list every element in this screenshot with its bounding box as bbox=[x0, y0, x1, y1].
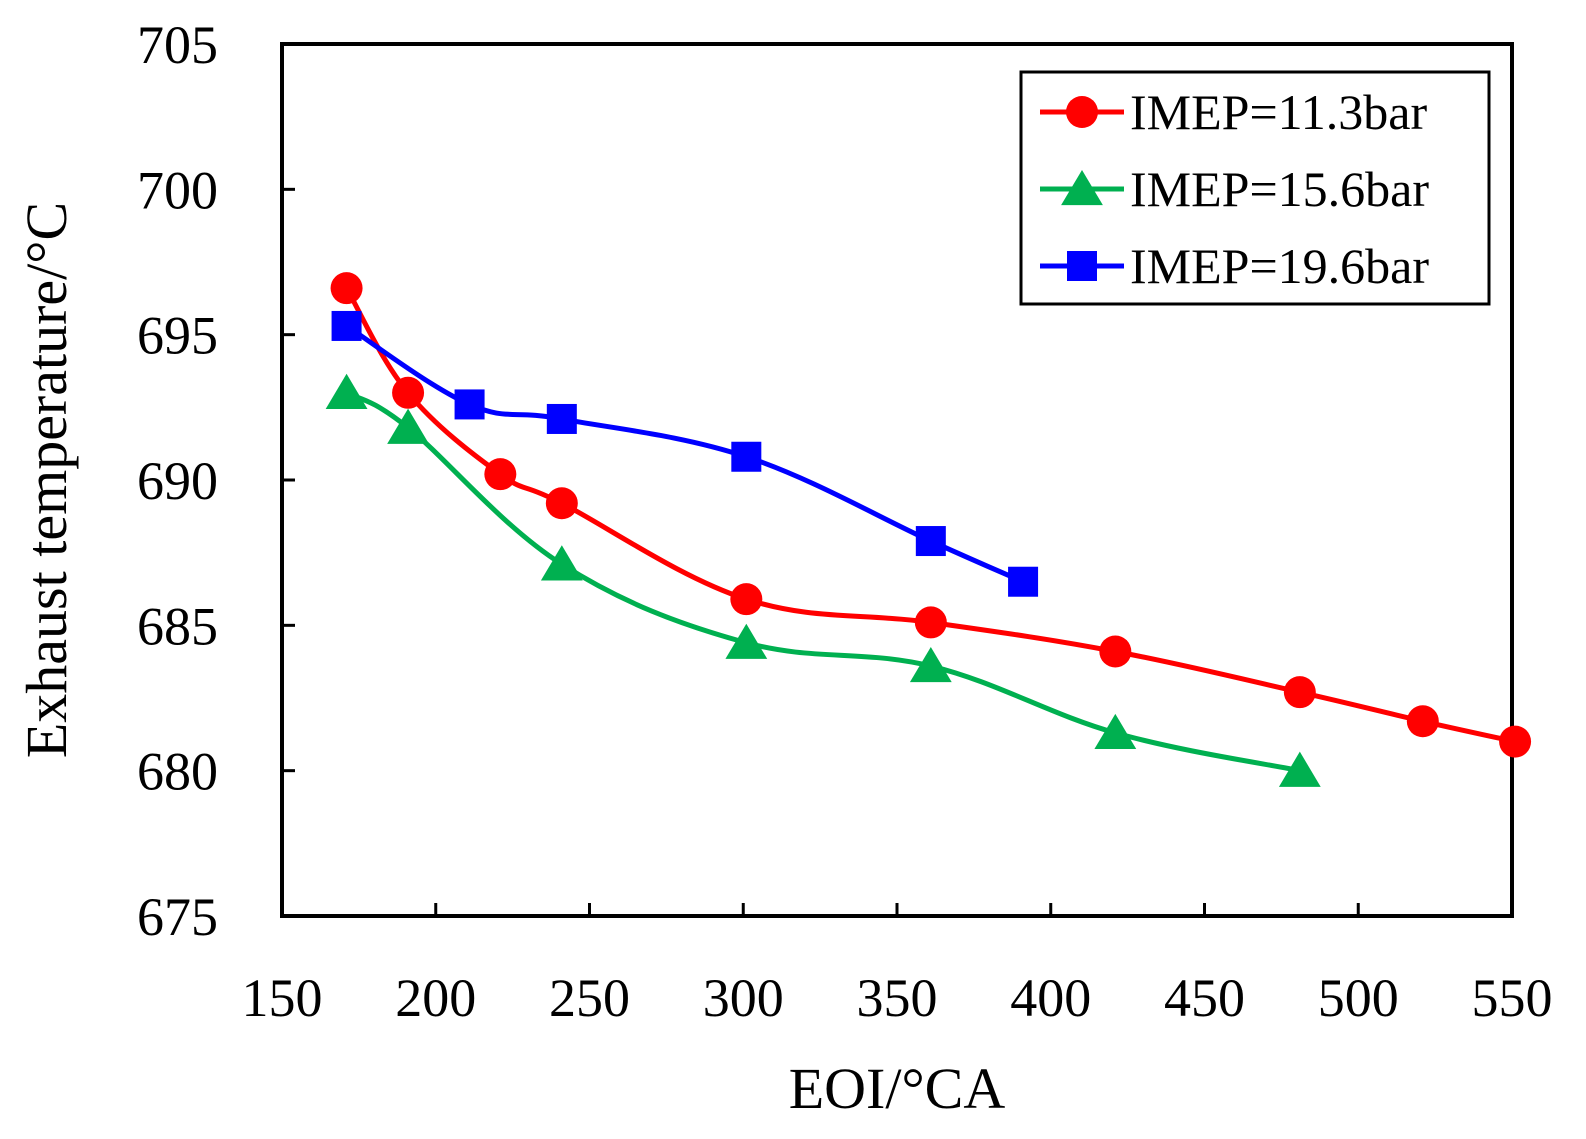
y-tick-label: 695 bbox=[137, 306, 218, 366]
series-line bbox=[345, 390, 1301, 774]
data-point bbox=[1094, 713, 1137, 750]
y-axis-title: Exhaust temperature/°C bbox=[14, 202, 79, 758]
x-tick-label: 150 bbox=[242, 968, 323, 1028]
data-point bbox=[731, 441, 762, 472]
data-point bbox=[1099, 635, 1132, 668]
data-point bbox=[454, 389, 485, 420]
data-point bbox=[387, 408, 429, 444]
legend-marker bbox=[1061, 170, 1103, 206]
y-tick-label: 685 bbox=[137, 596, 218, 656]
legend: IMEP=11.3bar IMEP=15.6bar IMEP=19.6bar bbox=[1019, 70, 1491, 306]
x-tick-label: 350 bbox=[857, 968, 938, 1028]
data-point bbox=[915, 526, 946, 557]
data-point bbox=[545, 487, 578, 520]
data-point bbox=[330, 272, 363, 305]
y-axis-ticks: 675 680 685 690 695 700 705 bbox=[137, 15, 295, 947]
x-tick-label: 400 bbox=[1010, 968, 1091, 1028]
data-point bbox=[1278, 751, 1321, 787]
legend-label: IMEP=11.3bar bbox=[1130, 84, 1427, 140]
data-point bbox=[484, 458, 517, 491]
data-point bbox=[546, 403, 577, 434]
series-line bbox=[344, 286, 1516, 745]
y-tick-label: 705 bbox=[137, 15, 218, 75]
series-imep-15-6bar bbox=[325, 373, 1321, 787]
legend-label: IMEP=19.6bar bbox=[1130, 238, 1429, 294]
legend-marker bbox=[1066, 96, 1098, 128]
data-point bbox=[730, 583, 763, 616]
data-point bbox=[909, 647, 952, 683]
x-tick-label: 450 bbox=[1164, 968, 1245, 1028]
data-point bbox=[1499, 725, 1532, 758]
data-point bbox=[331, 310, 362, 341]
x-tick-label: 500 bbox=[1318, 968, 1399, 1028]
x-tick-label: 200 bbox=[395, 968, 476, 1028]
data-point bbox=[392, 376, 425, 409]
series-layer bbox=[325, 272, 1532, 787]
x-tick-label: 550 bbox=[1472, 968, 1553, 1028]
data-point bbox=[725, 623, 768, 659]
x-axis-ticks: 150 200 250 300 350 400 450 500 550 bbox=[242, 903, 1553, 1028]
y-tick-label: 700 bbox=[137, 160, 218, 220]
data-point bbox=[325, 373, 368, 409]
data-point bbox=[1406, 705, 1439, 738]
series-imep-11-3bar bbox=[330, 272, 1532, 758]
y-tick-label: 675 bbox=[137, 887, 218, 947]
data-point bbox=[914, 606, 947, 639]
data-point bbox=[1008, 566, 1039, 597]
data-point bbox=[540, 545, 583, 581]
series-imep-19-6bar bbox=[331, 310, 1039, 597]
x-tick-label: 300 bbox=[703, 968, 784, 1028]
y-tick-label: 690 bbox=[137, 451, 218, 511]
legend-marker bbox=[1067, 251, 1097, 281]
x-tick-label: 250 bbox=[549, 968, 630, 1028]
data-point bbox=[1283, 676, 1316, 709]
legend-label: IMEP=15.6bar bbox=[1130, 161, 1429, 217]
x-axis-title: EOI/°CA bbox=[789, 1056, 1006, 1121]
y-tick-label: 680 bbox=[137, 742, 218, 802]
